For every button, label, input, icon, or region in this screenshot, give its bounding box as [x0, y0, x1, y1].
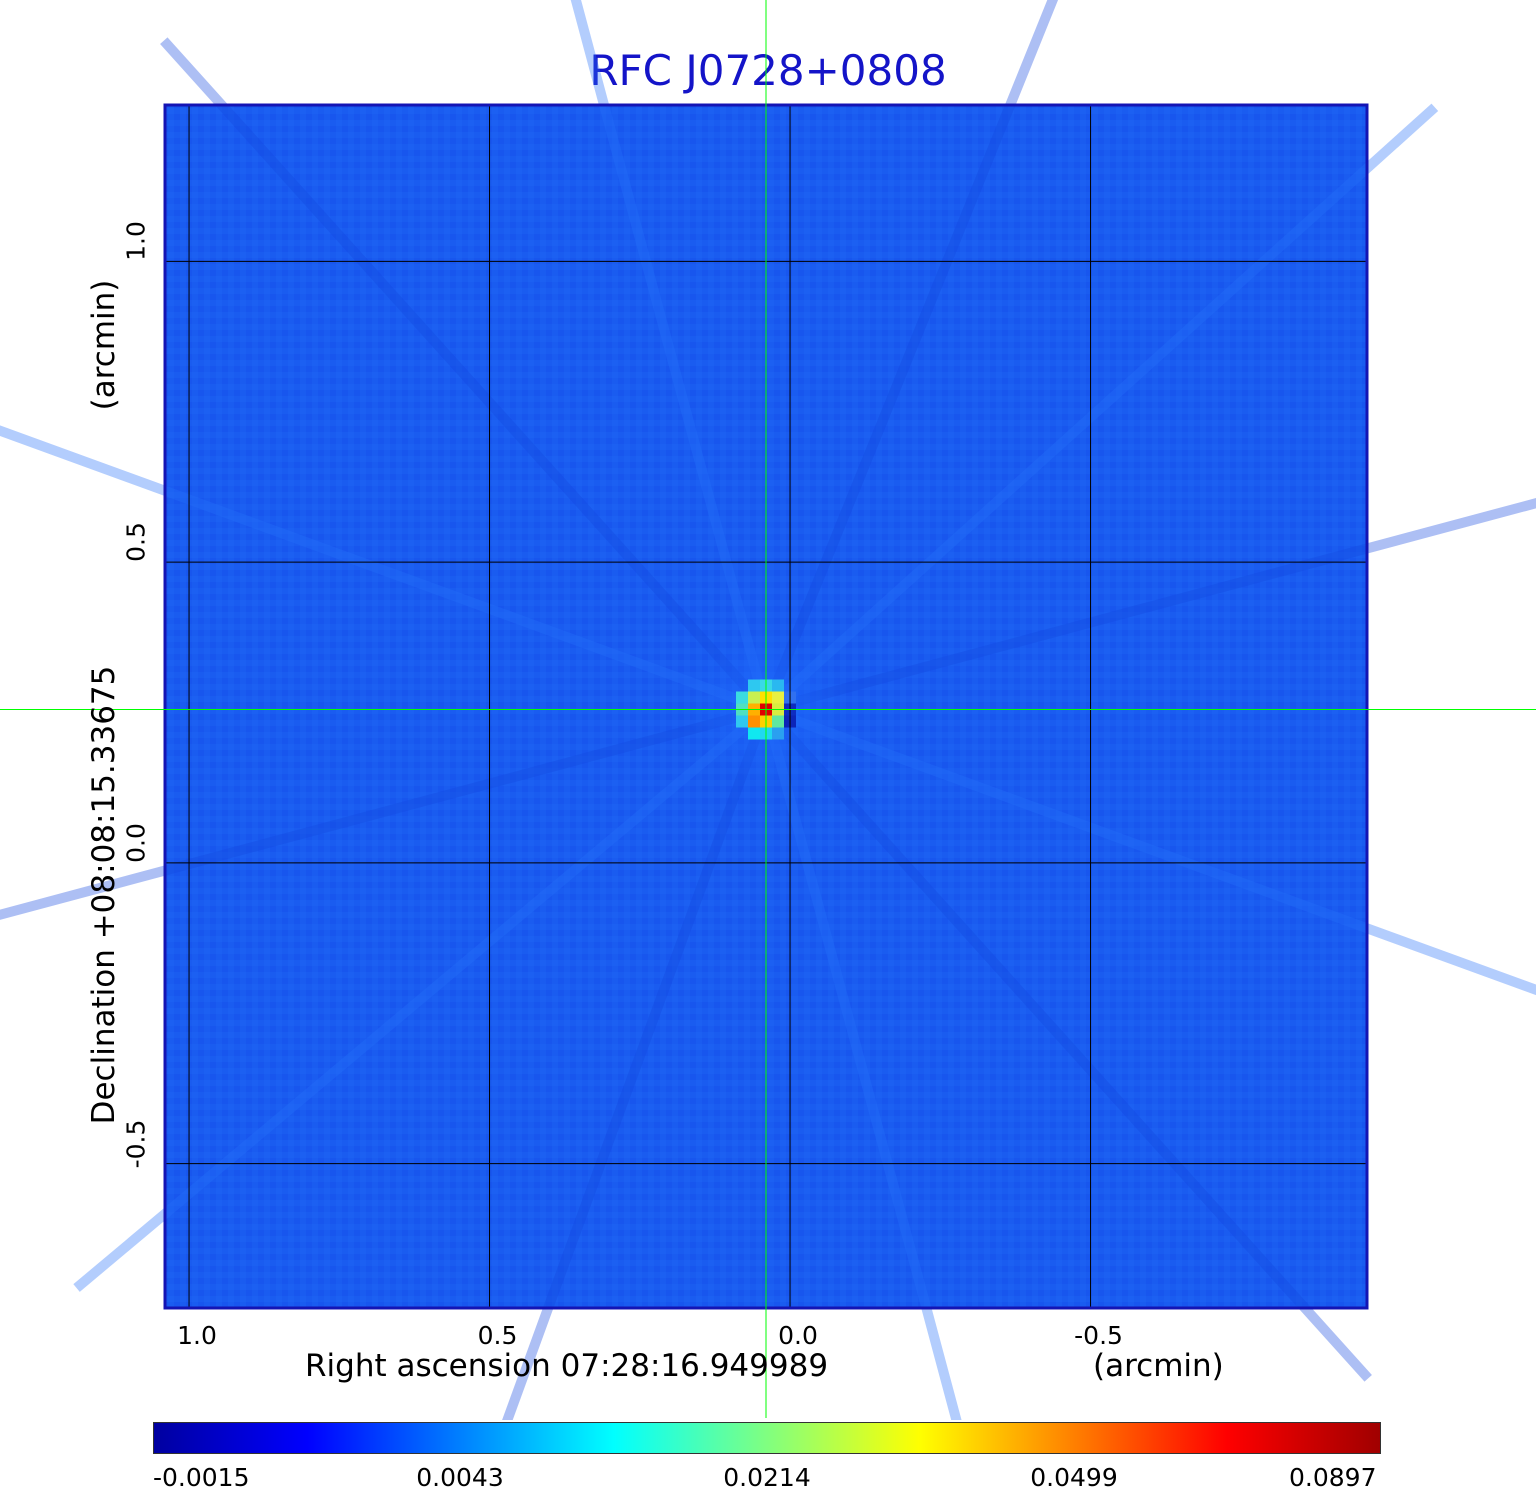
- chart-title: RFC J0728+0808: [589, 46, 947, 95]
- colorbar-tick-label: 0.0214: [723, 1463, 811, 1492]
- x-tick-label: -0.5: [1074, 1321, 1123, 1350]
- source-pixel: [748, 691, 760, 704]
- sidelobe-ray: [570, 0, 771, 711]
- x-axis-label: Right ascension 07:28:16.949989: [305, 1348, 829, 1384]
- colorbar-tick-label: 0.0499: [1030, 1463, 1118, 1492]
- sky-map: [0, 0, 1536, 1420]
- x-axis-unit: (arcmin): [1093, 1348, 1224, 1384]
- sidelobe-ray: [762, 103, 1439, 714]
- x-tick-label: 1.0: [177, 1321, 217, 1350]
- colorbar-tick-label: 0.0043: [416, 1463, 504, 1492]
- x-tick-label: 0.0: [778, 1321, 818, 1350]
- colorbar-tick-label: 0.0897: [1289, 1463, 1377, 1492]
- sidelobe-ray: [762, 706, 1372, 1382]
- x-tick-label: 0.5: [477, 1321, 518, 1350]
- sidelobe-ray: [764, 704, 1536, 996]
- sidelobe-ray: [0, 425, 768, 715]
- y-tick-label: 0.5: [121, 522, 151, 563]
- source-pixel: [772, 691, 784, 704]
- sidelobe-ray: [73, 705, 770, 1292]
- y-tick-label: 1.0: [121, 221, 151, 262]
- y-axis-label: Declination +08:08:15.33675: [86, 665, 122, 1125]
- sidelobe-ray: [160, 37, 770, 713]
- source-pixel: [772, 715, 784, 728]
- source-pixel: [748, 727, 760, 740]
- source-pixel: [748, 715, 760, 728]
- sidelobe-ray: [502, 707, 771, 1420]
- source-pixel: [736, 691, 748, 704]
- sidelobe-ray: [764, 498, 1536, 715]
- y-tick-label: 0.0: [121, 822, 151, 863]
- source-pixel: [748, 679, 760, 692]
- source-pixel: [772, 679, 784, 692]
- sidelobe-ray: [0, 704, 768, 920]
- y-axis-unit: (arcmin): [86, 279, 122, 411]
- y-tick-label: -0.5: [121, 1119, 151, 1169]
- sidelobe-ray: [761, 0, 1059, 712]
- crosshair: [0, 0, 1536, 1418]
- source-blob: [736, 679, 796, 740]
- source-pixel: [736, 715, 748, 728]
- colorbar: [153, 1422, 1381, 1454]
- source-pixel: [772, 727, 784, 740]
- colorbar-tick-label: -0.0015: [153, 1463, 250, 1492]
- sidelobe-ray: [761, 708, 962, 1420]
- sidelobe-rays: [0, 0, 1536, 1420]
